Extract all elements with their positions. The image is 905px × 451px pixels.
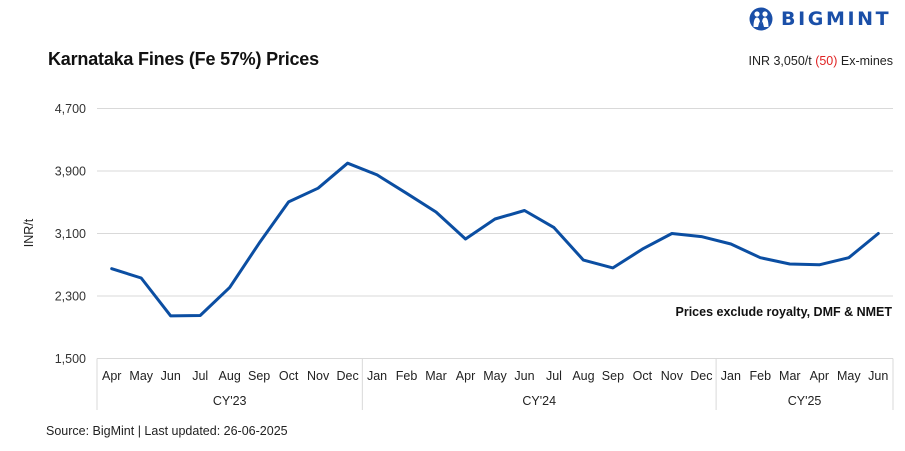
- price-series-line: [110, 161, 880, 318]
- bigmint-logo: BIGMINT: [749, 7, 891, 31]
- x-tick-label: Feb: [396, 369, 418, 383]
- price-note: Prices exclude royalty, DMF & NMET: [676, 305, 893, 319]
- gridlines: [97, 108, 893, 297]
- x-tick-label: Aug: [572, 369, 594, 383]
- x-tick-label: Sep: [248, 369, 270, 383]
- x-tick-label: Dec: [336, 369, 358, 383]
- x-tick-label: Jul: [546, 369, 562, 383]
- x-tick-label: Jan: [367, 369, 387, 383]
- bigmint-people-icon: [749, 7, 773, 31]
- x-tick-label: Mar: [425, 369, 447, 383]
- x-tick-label: Feb: [750, 369, 772, 383]
- x-tick-label: Apr: [456, 369, 475, 383]
- x-tick-label: Aug: [219, 369, 241, 383]
- price-change: (50): [815, 54, 838, 68]
- x-tick-label: Jun: [868, 369, 888, 383]
- logo-text: BIGMINT: [781, 8, 892, 30]
- x-tick-label: Dec: [690, 369, 712, 383]
- y-tick-label: 4,700: [55, 102, 86, 116]
- y-tick-label: 2,300: [55, 290, 86, 304]
- x-tick-label: Sep: [602, 369, 624, 383]
- y-axis-label: INR/t: [22, 218, 36, 247]
- x-tick-label: May: [483, 369, 507, 383]
- price-value: INR 3,050/t: [748, 54, 816, 68]
- x-tick-label: Oct: [633, 369, 653, 383]
- x-axis: Apr May Jun Jul Aug Sep Oct Nov Dec Jan Feb Mar Apr M…: [96, 358, 894, 410]
- chart-title: Karnataka Fines (Fe 57%) Prices: [48, 49, 319, 69]
- x-tick-label: Apr: [102, 369, 121, 383]
- x-tick-label: Apr: [810, 369, 829, 383]
- price-basis: Ex-mines: [837, 54, 893, 68]
- y-axis: 1,500 2,300 3,100 3,900 4,700: [55, 102, 86, 366]
- x-tick-label: Nov: [307, 369, 330, 383]
- x-group-label: CY'23: [213, 394, 247, 408]
- x-tick-label: Jun: [161, 369, 181, 383]
- x-tick-label: Jul: [192, 369, 208, 383]
- y-tick-label: 3,100: [55, 227, 86, 241]
- x-tick-label: Mar: [779, 369, 801, 383]
- x-group-label: CY'24: [522, 394, 556, 408]
- x-tick-label: Nov: [661, 369, 684, 383]
- y-tick-label: 3,900: [55, 165, 86, 179]
- price-summary: INR 3,050/t (50) Ex-mines: [748, 54, 893, 68]
- x-tick-label: Oct: [279, 369, 299, 383]
- x-tick-label: May: [129, 369, 153, 383]
- source-footer: Source: BigMint | Last updated: 26-06-20…: [46, 424, 288, 438]
- x-tick-label: Jan: [721, 369, 741, 383]
- x-tick-label: Jun: [514, 369, 534, 383]
- x-tick-label: May: [837, 369, 861, 383]
- x-group-label: CY'25: [788, 394, 822, 408]
- y-tick-label: 1,500: [55, 352, 86, 366]
